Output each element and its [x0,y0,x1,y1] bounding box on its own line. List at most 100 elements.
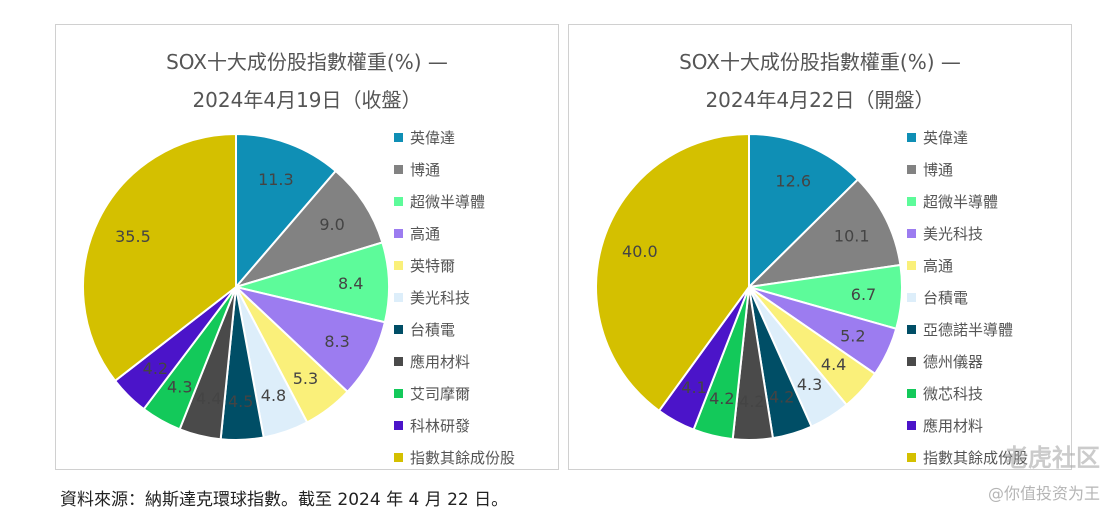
legend-swatch [907,196,916,206]
legend-label: 科林研發 [410,416,471,435]
legend-swatch [907,228,916,238]
pie-slice [235,132,338,290]
legend-swatch [394,228,403,238]
legend-item: 台積電 [394,313,515,345]
legend-swatch [907,164,916,174]
legend-item: 超微半導體 [907,185,1028,217]
chart-title-line-1: SOX十大成份股指數權重(%) — [679,50,961,74]
legend-swatch [907,292,916,302]
legend-label: 台積電 [410,320,456,339]
legend-label: 美光科技 [923,224,984,243]
legend-label: 英偉達 [410,128,456,147]
legend-label: 台積電 [923,288,969,307]
pie-chart: 12.610.16.75.24.44.34.24.24.24.140.0 [595,132,903,441]
legend-swatch [907,132,916,142]
legend-label: 博通 [923,160,954,179]
pie-slice [746,178,902,289]
data-label: 4.4 [821,355,846,374]
legend-swatch [907,324,916,334]
legend-item: 美光科技 [394,281,515,313]
data-label: 6.7 [851,285,876,304]
data-label: 5.2 [840,326,865,345]
legend-label: 指數其餘成份股 [410,448,516,467]
data-label: 35.5 [115,227,151,246]
legend-item: 高通 [907,249,1028,281]
legend-swatch [394,388,403,398]
chart-panel-1: SOX十大成份股指數權重(%) — 2024年4月19日（收盤） 11.3 9.0… [55,24,559,470]
legend-label: 德州儀器 [923,352,984,371]
data-label: 4.5 [228,392,253,411]
chart-title-line-2: 2024年4月19日（收盤） [192,88,422,112]
source-note: 資料來源：納斯達克環球指數。截至 2024 年 4 月 22 日。 [60,490,509,510]
legend-swatch [394,292,403,302]
data-label: 4.3 [167,378,192,397]
legend-item: 亞德諾半導體 [907,313,1028,345]
data-label: 8.3 [324,332,349,351]
legend-item: 博通 [907,153,1028,185]
legend-item: 微芯科技 [907,377,1028,409]
pie-chart: 11.3 9.0 8.4 8.3 5.3 4.8 4.5 4.44.34.2 35.5 [82,132,390,441]
data-label: 9.0 [319,215,344,234]
legend-label: 亞德諾半導體 [923,320,1014,339]
pie-slice [595,132,750,413]
data-label: 4.4 [196,389,221,408]
chart-title-line-1: SOX十大成份股指數權重(%) — [166,50,448,74]
data-label: 4.2 [769,387,794,406]
legend-item: 台積電 [907,281,1028,313]
legend-item: 應用材料 [907,409,1028,441]
chart-panel-2: SOX十大成份股指數權重(%) — 2024年4月22日（開盤） 12.6 10.… [568,24,1072,470]
watermark-logo-text: 老虎社区 [1004,444,1100,472]
data-label: 8.4 [338,274,363,293]
legend-label: 超微半導體 [410,192,486,211]
legend-item: 英特爾 [394,249,515,281]
data-label: 40.0 [622,242,658,261]
legend-swatch [394,132,403,142]
legend-swatch [907,452,916,462]
legend-swatch [394,324,403,334]
data-label: 4.3 [797,375,822,394]
legend-label: 高通 [923,256,954,275]
legend-label: 超微半導體 [923,192,999,211]
legend-swatch [394,260,403,270]
pie-slice [748,132,860,290]
data-label: 10.1 [834,226,870,245]
watermark-handle: @你值投资为王 [987,484,1100,503]
legend-swatch [394,196,403,206]
pie-slice [232,169,384,289]
legend-label: 高通 [410,224,441,243]
data-label: 5.3 [293,369,318,388]
data-label: 4.8 [261,386,286,405]
data-label: 12.6 [775,172,811,191]
legend-swatch [394,420,403,430]
data-label: 4.2 [709,389,734,408]
chart-legend: 英偉達博通超微半導體美光科技高通台積電亞德諾半導體 德州儀器微芯科技應用材料指數其… [907,121,1028,473]
legend-item: 英偉達 [394,121,515,153]
legend-item: 艾司摩爾 [394,377,515,409]
legend-swatch [907,260,916,270]
legend-swatch [394,164,403,174]
legend-item: 科林研發 [394,409,515,441]
legend-label: 美光科技 [410,288,471,307]
legend-item: 指數其餘成份股 [394,441,515,473]
legend-item: 美光科技 [907,217,1028,249]
data-label: 11.3 [258,170,294,189]
data-label: 4.2 [143,359,168,378]
legend-item: 超微半導體 [394,185,515,217]
chart-legend: 英偉達博通超微半導體高通英特爾美光科技台積電應用材料艾司摩爾科林研發指數其餘成份… [394,121,515,473]
legend-swatch [907,420,916,430]
legend-label: 英偉達 [923,128,969,147]
legend-item: 應用材料 [394,345,515,377]
legend-item: 指數其餘成份股 [907,441,1028,473]
legend-swatch [907,388,916,398]
legend-swatch [394,356,403,366]
legend-swatch [394,452,403,462]
legend-item: 博通 [394,153,515,185]
legend-item: 德州儀器 [907,345,1028,377]
chart-title: SOX十大成份股指數權重(%) — 2024年4月19日（收盤） [56,43,558,119]
legend-swatch [907,356,916,366]
chart-title-line-2: 2024年4月22日（開盤） [705,88,935,112]
legend-label: 應用材料 [923,416,984,435]
data-label: 4.1 [681,378,706,397]
legend-label: 艾司摩爾 [410,384,471,403]
pie-slice [82,132,237,383]
